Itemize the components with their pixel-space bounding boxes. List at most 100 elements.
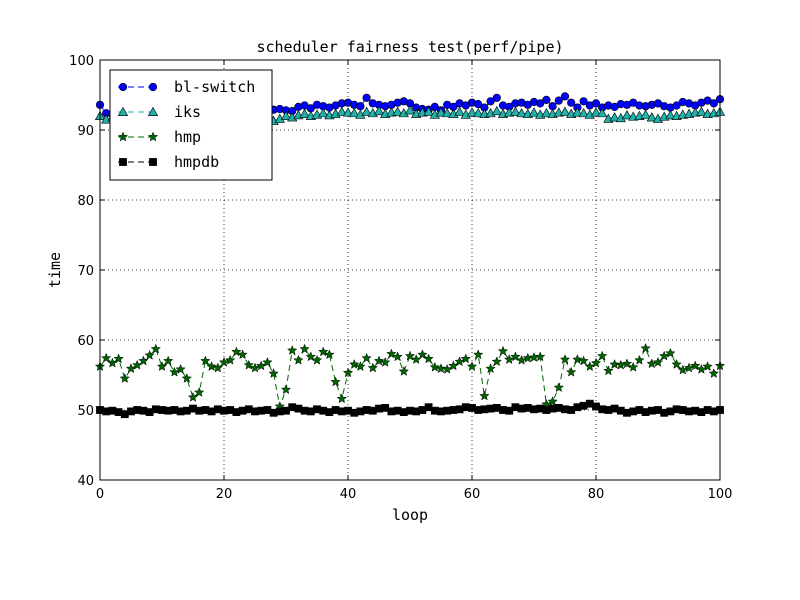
data-point-hmp	[342, 367, 354, 378]
data-point-hmp	[609, 359, 620, 369]
data-point-hmp	[162, 355, 174, 366]
data-point-hmp	[231, 346, 242, 357]
data-point-hmp	[175, 363, 186, 374]
data-point-hmp	[293, 354, 304, 365]
data-point-hmp	[708, 368, 720, 379]
data-point-iks	[510, 106, 521, 116]
data-point-iks	[590, 107, 602, 117]
data-point-hmp	[355, 361, 366, 372]
data-point-bl-switch	[567, 98, 576, 107]
y-tick-label: 70	[77, 264, 94, 279]
data-point-iks	[640, 109, 651, 119]
legend-item-iks: iks	[117, 103, 201, 121]
data-point-hmp	[125, 363, 137, 374]
legend-marker	[147, 106, 159, 116]
data-point-bl-switch	[486, 97, 495, 106]
data-point-hmp	[665, 347, 676, 358]
data-point-hmp	[491, 356, 503, 367]
legend: bl-switch iks hmp hmpdb	[109, 69, 273, 181]
data-point-hmp	[386, 348, 397, 359]
data-point-iks	[541, 107, 552, 118]
chart-title: scheduler fairness test(perf/pipe)	[256, 38, 563, 56]
data-point-iks	[318, 107, 329, 118]
data-point-hmp	[373, 355, 385, 366]
data-point-hmp	[435, 363, 447, 374]
data-point-hmp	[150, 343, 162, 354]
data-point-iks	[454, 106, 465, 116]
data-point-bl-switch	[492, 93, 501, 102]
data-point-hmp	[503, 354, 515, 365]
data-point-iks	[473, 107, 484, 118]
data-point-hmp	[305, 351, 317, 362]
y-axis-label: time	[46, 252, 64, 288]
data-point-hmp	[627, 361, 639, 372]
data-point-hmp	[404, 350, 416, 361]
x-axis-label: loop	[392, 506, 428, 524]
y-tick-label: 100	[69, 54, 94, 69]
data-point-iks	[609, 112, 620, 122]
data-point-hmp	[441, 363, 453, 374]
data-point-hmp	[113, 353, 124, 364]
data-point-hmp	[702, 361, 713, 372]
data-point-hmp	[119, 373, 131, 383]
data-point-iks	[572, 107, 583, 117]
data-point-hmp	[497, 345, 509, 356]
data-point-bl-switch	[362, 93, 371, 102]
data-point-iks	[392, 106, 403, 116]
data-point-iks	[516, 107, 527, 118]
data-point-hmp	[578, 355, 589, 366]
data-point-hmp	[169, 366, 180, 377]
series-hmpdb	[96, 399, 724, 419]
data-point-hmp	[671, 359, 682, 369]
data-point-hmp	[683, 362, 695, 373]
legend-marker	[119, 158, 127, 166]
data-point-hmp	[268, 368, 279, 379]
data-point-hmp	[572, 354, 583, 365]
data-point-hmp	[466, 361, 478, 372]
data-point-iks	[665, 110, 676, 120]
data-point-iks	[299, 108, 310, 118]
legend-item-hmpdb: hmpdb	[118, 153, 219, 171]
data-point-iks	[578, 107, 589, 118]
data-point-bl-switch	[554, 96, 563, 105]
data-point-hmp	[224, 354, 236, 365]
data-point-hmp	[516, 354, 527, 365]
data-point-hmp	[193, 387, 205, 397]
data-point-hmp	[262, 356, 273, 367]
data-point-hmp	[553, 382, 565, 393]
data-point-bl-switch	[591, 99, 601, 108]
data-point-hmp	[584, 361, 596, 372]
data-point-hmp	[677, 364, 689, 375]
x-tick-label: 20	[216, 487, 233, 502]
legend-item-bl-switch: bl-switch	[118, 78, 255, 96]
data-point-hmp	[590, 357, 602, 368]
data-point-iks	[404, 105, 416, 115]
data-point-iks	[491, 105, 502, 116]
data-point-hmp	[429, 361, 441, 372]
data-point-hmp	[317, 346, 329, 357]
data-point-hmp	[479, 390, 490, 401]
series-layer	[94, 92, 726, 419]
y-tick-label: 90	[77, 124, 94, 139]
legend-marker	[118, 82, 128, 92]
data-point-iks	[466, 107, 478, 117]
data-point-iks	[342, 107, 354, 117]
legend-marker	[117, 131, 129, 142]
data-point-bl-switch	[542, 95, 551, 104]
data-point-iks	[646, 112, 657, 122]
x-tick-label: 100	[708, 487, 733, 502]
data-point-hmp	[417, 349, 428, 360]
data-point-hmp	[596, 350, 608, 361]
data-point-hmp	[379, 356, 391, 367]
axis-ticks	[99, 59, 721, 481]
data-point-hmp	[100, 352, 112, 363]
data-point-hmp	[249, 362, 261, 373]
data-point-hmp	[218, 356, 230, 367]
x-tick-label: 60	[464, 487, 481, 502]
data-point-hmp	[299, 343, 310, 354]
data-point-hmp	[348, 359, 360, 369]
y-tick-label: 80	[77, 194, 94, 209]
y-tick-label: 50	[77, 404, 94, 419]
data-point-bl-switch	[356, 102, 365, 111]
data-point-iks	[435, 107, 447, 117]
